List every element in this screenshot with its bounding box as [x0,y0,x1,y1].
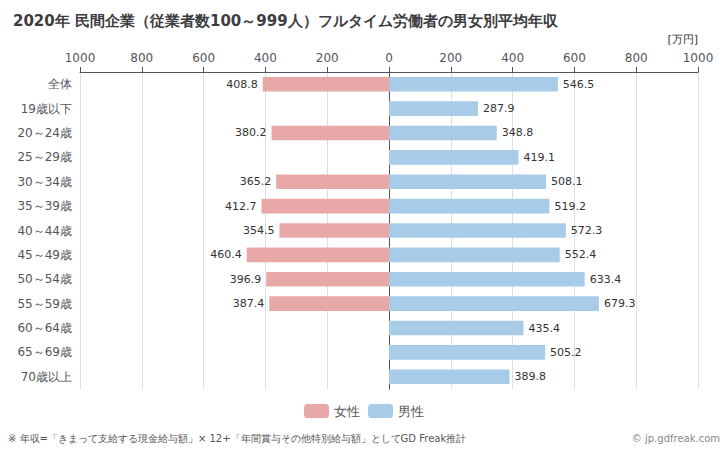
svg-text:435.4: 435.4 [529,322,561,335]
svg-text:女性: 女性 [334,404,360,419]
svg-text:0: 0 [385,51,393,65]
svg-text:30～34歳: 30～34歳 [17,175,72,189]
svg-text:800: 800 [130,51,153,65]
svg-text:419.1: 419.1 [524,151,556,164]
svg-text:600: 600 [563,51,586,65]
svg-text:1000: 1000 [683,51,714,65]
svg-text:400: 400 [501,51,524,65]
svg-text:389.8: 389.8 [514,370,546,383]
svg-text:※ 年収=「きまって支給する現金給与額」× 12+「年間賞与: ※ 年収=「きまって支給する現金給与額」× 12+「年間賞与その他特別給与額」と… [8,433,466,444]
svg-text:50～54歳: 50～54歳 [17,272,72,286]
svg-text:354.5: 354.5 [243,224,275,237]
svg-text:380.2: 380.2 [235,126,267,139]
svg-text:25～29歳: 25～29歳 [17,150,72,164]
svg-text:45～49歳: 45～49歳 [17,248,72,262]
svg-text:546.5: 546.5 [563,78,595,91]
svg-text:460.4: 460.4 [210,248,242,261]
svg-text:387.4: 387.4 [233,297,265,310]
svg-text:65～69歳: 65～69歳 [17,345,72,359]
svg-text:35～39歳: 35～39歳 [17,199,72,213]
svg-text:55～59歳: 55～59歳 [17,297,72,311]
svg-text:633.4: 633.4 [590,273,622,286]
svg-text:679.3: 679.3 [604,297,636,310]
svg-text:19歳以下: 19歳以下 [21,102,72,116]
svg-text:412.7: 412.7 [225,200,257,213]
svg-text:60～64歳: 60～64歳 [17,321,72,335]
svg-text:1000: 1000 [65,51,96,65]
svg-text:519.2: 519.2 [554,200,586,213]
svg-text:70歳以上: 70歳以上 [21,370,72,384]
svg-text:505.2: 505.2 [550,346,582,359]
svg-text:全体: 全体 [48,77,72,91]
svg-text:572.3: 572.3 [571,224,603,237]
svg-text:© jp.gdfreak.com: © jp.gdfreak.com [632,433,720,444]
svg-text:508.1: 508.1 [551,175,583,188]
svg-text:600: 600 [192,51,215,65]
svg-text:男性: 男性 [398,404,424,419]
svg-text:200: 200 [439,51,462,65]
svg-text:287.9: 287.9 [483,102,514,115]
svg-text:20～24歳: 20～24歳 [17,126,72,140]
svg-text:200: 200 [316,51,339,65]
svg-text:396.9: 396.9 [230,273,262,286]
svg-text:365.2: 365.2 [240,175,272,188]
svg-text:[万円]: [万円] [667,33,698,46]
svg-text:552.4: 552.4 [565,248,597,261]
svg-text:40～44歳: 40～44歳 [17,224,72,238]
svg-text:400: 400 [254,51,277,65]
svg-text:348.8: 348.8 [502,126,533,139]
svg-text:800: 800 [625,51,648,65]
svg-text:2020年 民間企業（従業者数100～999人）フルタイム労: 2020年 民間企業（従業者数100～999人）フルタイム労働者の男女別平均年収 [13,12,559,30]
svg-text:408.8: 408.8 [226,78,258,91]
